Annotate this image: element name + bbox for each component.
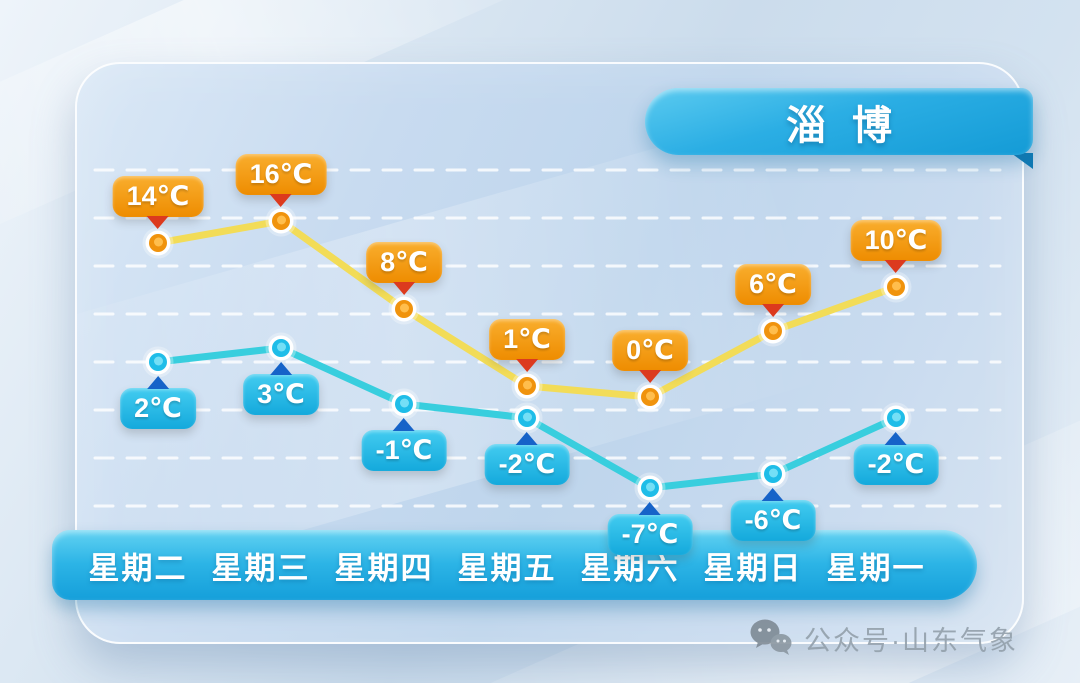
watermark: 公众号·山东气象 — [748, 614, 1018, 662]
high-point-marker — [769, 325, 778, 335]
weekday-bar: 星期二 星期三 星期四 星期五 星期六 星期日 星期一 — [52, 530, 977, 600]
high-point-marker — [523, 380, 532, 390]
day-label: 星期一 — [826, 550, 926, 586]
high-point-marker — [646, 391, 655, 401]
high-point-marker — [154, 237, 163, 247]
low-point-marker — [892, 412, 901, 422]
low-point-marker — [523, 412, 532, 422]
watermark-text: 公众号·山东气象 — [804, 625, 1018, 656]
ribbon-fold — [1011, 153, 1033, 169]
low-point-marker — [400, 398, 409, 408]
day-label: 星期二 — [88, 550, 188, 586]
city-name: 淄博 — [786, 103, 918, 148]
day-label: 星期五 — [457, 550, 557, 586]
low-point-marker — [646, 482, 655, 492]
low-point-marker — [769, 468, 778, 478]
high-point-marker — [892, 281, 901, 291]
day-label: 星期日 — [703, 550, 803, 586]
low-point-marker — [154, 356, 163, 366]
high-point-marker — [400, 303, 409, 313]
day-label: 星期四 — [334, 550, 434, 586]
day-label: 星期六 — [580, 550, 680, 586]
low-point-marker — [277, 342, 286, 352]
day-label: 星期三 — [211, 550, 311, 586]
high-point-marker — [277, 215, 286, 225]
wechat-icon — [750, 619, 792, 655]
city-title-ribbon: 淄博 — [645, 88, 1033, 155]
